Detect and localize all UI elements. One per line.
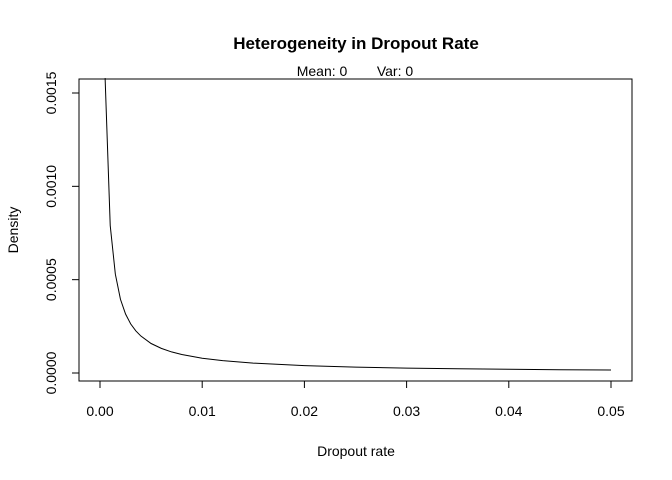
plot-area — [104, 78, 612, 371]
y-tick-label: 0.0000 — [43, 351, 59, 394]
plot-box — [78, 78, 633, 382]
x-tick-label: 0.05 — [597, 403, 624, 419]
y-axis-label: Density — [5, 207, 21, 254]
x-tick-label: 0.01 — [189, 403, 216, 419]
y-tick-label: 0.0010 — [43, 165, 59, 208]
x-tick-label: 0.04 — [495, 403, 522, 419]
x-tick-label: 0.03 — [393, 403, 420, 419]
density-line — [104, 78, 612, 371]
chart-title: Heterogeneity in Dropout Rate — [233, 34, 479, 53]
y-axis: 0.0000 0.0005 0.0010 0.0015 — [43, 71, 80, 394]
subtitle-var: Var: 0 — [377, 63, 414, 79]
x-axis-label: Dropout rate — [317, 443, 395, 459]
y-tick-label: 0.0005 — [43, 258, 59, 301]
x-tick-label: 0.02 — [291, 403, 318, 419]
x-tick-label: 0.00 — [86, 403, 113, 419]
x-axis: 0.00 0.01 0.02 0.03 0.04 0.05 — [86, 380, 625, 419]
y-tick-label: 0.0015 — [43, 71, 59, 114]
subtitle-mean: Mean: 0 — [297, 63, 348, 79]
